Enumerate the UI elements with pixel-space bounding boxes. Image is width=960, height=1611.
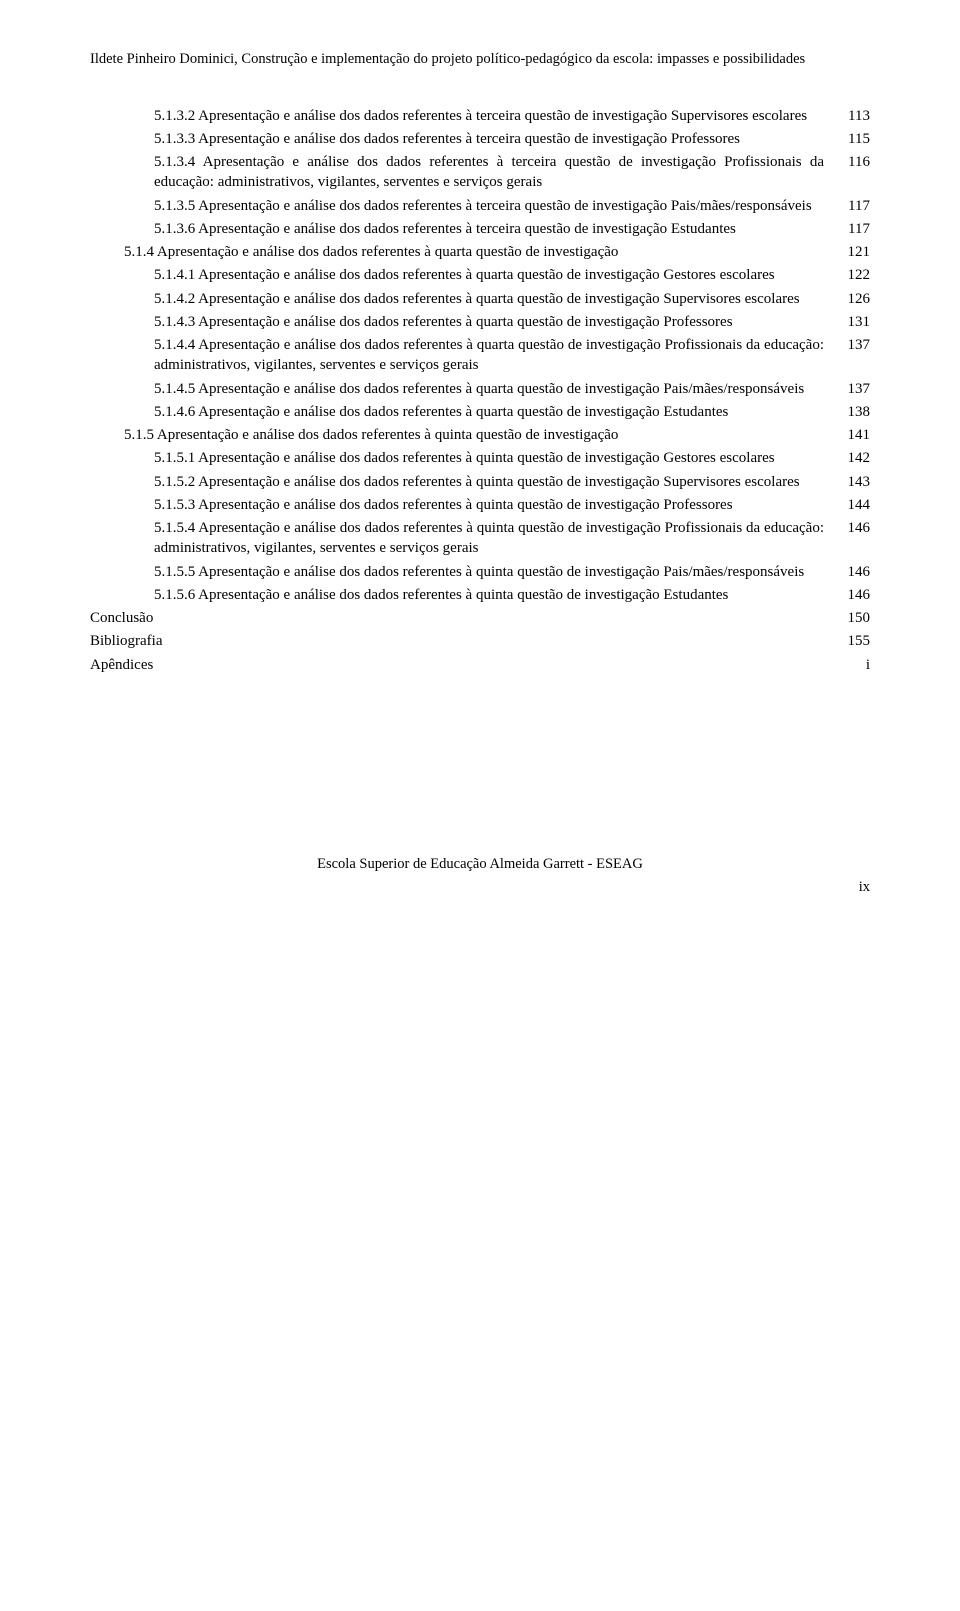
toc-page-number: 143 bbox=[836, 472, 870, 492]
toc-entry: 5.1.5 Apresentação e análise dos dados r… bbox=[90, 425, 870, 445]
toc-label: 5.1.3.5 Apresentação e análise dos dados… bbox=[90, 196, 836, 216]
toc-label: Conclusão bbox=[90, 608, 836, 628]
toc-label: 5.1.5.2 Apresentação e análise dos dados… bbox=[90, 472, 836, 492]
toc-label: 5.1.3.2 Apresentação e análise dos dados… bbox=[90, 106, 836, 126]
toc-entry: 5.1.4.2 Apresentação e análise dos dados… bbox=[90, 289, 870, 309]
toc-page-number: 150 bbox=[836, 608, 870, 628]
toc-label: 5.1.5.1 Apresentação e análise dos dados… bbox=[90, 448, 836, 468]
toc-page-number: 126 bbox=[836, 289, 870, 309]
toc-entry: 5.1.5.1 Apresentação e análise dos dados… bbox=[90, 448, 870, 468]
running-header: Ildete Pinheiro Dominici, Construção e i… bbox=[90, 50, 870, 70]
toc-label: 5.1.4.4 Apresentação e análise dos dados… bbox=[90, 335, 836, 376]
toc-label: 5.1.3.6 Apresentação e análise dos dados… bbox=[90, 219, 836, 239]
toc-label: 5.1.4.1 Apresentação e análise dos dados… bbox=[90, 265, 836, 285]
toc-label: 5.1.5.4 Apresentação e análise dos dados… bbox=[90, 518, 836, 559]
toc-page-number: i bbox=[836, 655, 870, 675]
toc-page-number: 121 bbox=[836, 242, 870, 262]
toc-entry: 5.1.3.6 Apresentação e análise dos dados… bbox=[90, 219, 870, 239]
toc-page-number: 142 bbox=[836, 448, 870, 468]
toc-entry: Conclusão 150 bbox=[90, 608, 870, 628]
toc-page-number: 146 bbox=[836, 585, 870, 605]
toc-label: 5.1.4.5 Apresentação e análise dos dados… bbox=[90, 379, 836, 399]
toc-entry: 5.1.5.4 Apresentação e análise dos dados… bbox=[90, 518, 870, 559]
toc-entry: 5.1.5.3 Apresentação e análise dos dados… bbox=[90, 495, 870, 515]
toc-label: 5.1.4.2 Apresentação e análise dos dados… bbox=[90, 289, 836, 309]
toc-page-number: 137 bbox=[836, 335, 870, 355]
toc-entry: 5.1.4 Apresentação e análise dos dados r… bbox=[90, 242, 870, 262]
toc-label: 5.1.3.4 Apresentação e análise dos dados… bbox=[90, 152, 836, 193]
toc-page-number: 117 bbox=[836, 196, 870, 216]
toc-entry: Apêndices i bbox=[90, 655, 870, 675]
toc-page-number: 137 bbox=[836, 379, 870, 399]
page-number: ix bbox=[90, 878, 870, 898]
toc-entry: 5.1.5.5 Apresentação e análise dos dados… bbox=[90, 562, 870, 582]
toc-page-number: 117 bbox=[836, 219, 870, 239]
toc-page-number: 122 bbox=[836, 265, 870, 285]
toc-page-number: 131 bbox=[836, 312, 870, 332]
toc-page-number: 115 bbox=[836, 129, 870, 149]
toc-label: 5.1.5.6 Apresentação e análise dos dados… bbox=[90, 585, 836, 605]
toc-page-number: 144 bbox=[836, 495, 870, 515]
toc-page-number: 146 bbox=[836, 518, 870, 538]
toc-label: 5.1.4.6 Apresentação e análise dos dados… bbox=[90, 402, 836, 422]
toc-entry: 5.1.4.4 Apresentação e análise dos dados… bbox=[90, 335, 870, 376]
toc-page-number: 113 bbox=[836, 106, 870, 126]
toc-entry: 5.1.3.4 Apresentação e análise dos dados… bbox=[90, 152, 870, 193]
toc-page-number: 155 bbox=[836, 631, 870, 651]
toc-label: 5.1.4 Apresentação e análise dos dados r… bbox=[90, 242, 836, 262]
toc-entry: 5.1.4.5 Apresentação e análise dos dados… bbox=[90, 379, 870, 399]
toc-entry: 5.1.4.3 Apresentação e análise dos dados… bbox=[90, 312, 870, 332]
toc-page-number: 146 bbox=[836, 562, 870, 582]
toc-page-number: 116 bbox=[836, 152, 870, 172]
toc-label: Apêndices bbox=[90, 655, 836, 675]
toc-page-number: 138 bbox=[836, 402, 870, 422]
toc-label: 5.1.3.3 Apresentação e análise dos dados… bbox=[90, 129, 836, 149]
table-of-contents: 5.1.3.2 Apresentação e análise dos dados… bbox=[90, 106, 870, 675]
toc-label: 5.1.5 Apresentação e análise dos dados r… bbox=[90, 425, 836, 445]
toc-entry: 5.1.3.5 Apresentação e análise dos dados… bbox=[90, 196, 870, 216]
toc-entry: 5.1.4.6 Apresentação e análise dos dados… bbox=[90, 402, 870, 422]
toc-label: 5.1.5.5 Apresentação e análise dos dados… bbox=[90, 562, 836, 582]
toc-entry: 5.1.3.3 Apresentação e análise dos dados… bbox=[90, 129, 870, 149]
toc-entry: Bibliografia 155 bbox=[90, 631, 870, 651]
page-footer: Escola Superior de Educação Almeida Garr… bbox=[90, 855, 870, 875]
toc-entry: 5.1.4.1 Apresentação e análise dos dados… bbox=[90, 265, 870, 285]
toc-entry: 5.1.5.6 Apresentação e análise dos dados… bbox=[90, 585, 870, 605]
toc-label: Bibliografia bbox=[90, 631, 836, 651]
toc-label: 5.1.5.3 Apresentação e análise dos dados… bbox=[90, 495, 836, 515]
toc-page-number: 141 bbox=[836, 425, 870, 445]
toc-entry: 5.1.3.2 Apresentação e análise dos dados… bbox=[90, 106, 870, 126]
toc-entry: 5.1.5.2 Apresentação e análise dos dados… bbox=[90, 472, 870, 492]
toc-label: 5.1.4.3 Apresentação e análise dos dados… bbox=[90, 312, 836, 332]
